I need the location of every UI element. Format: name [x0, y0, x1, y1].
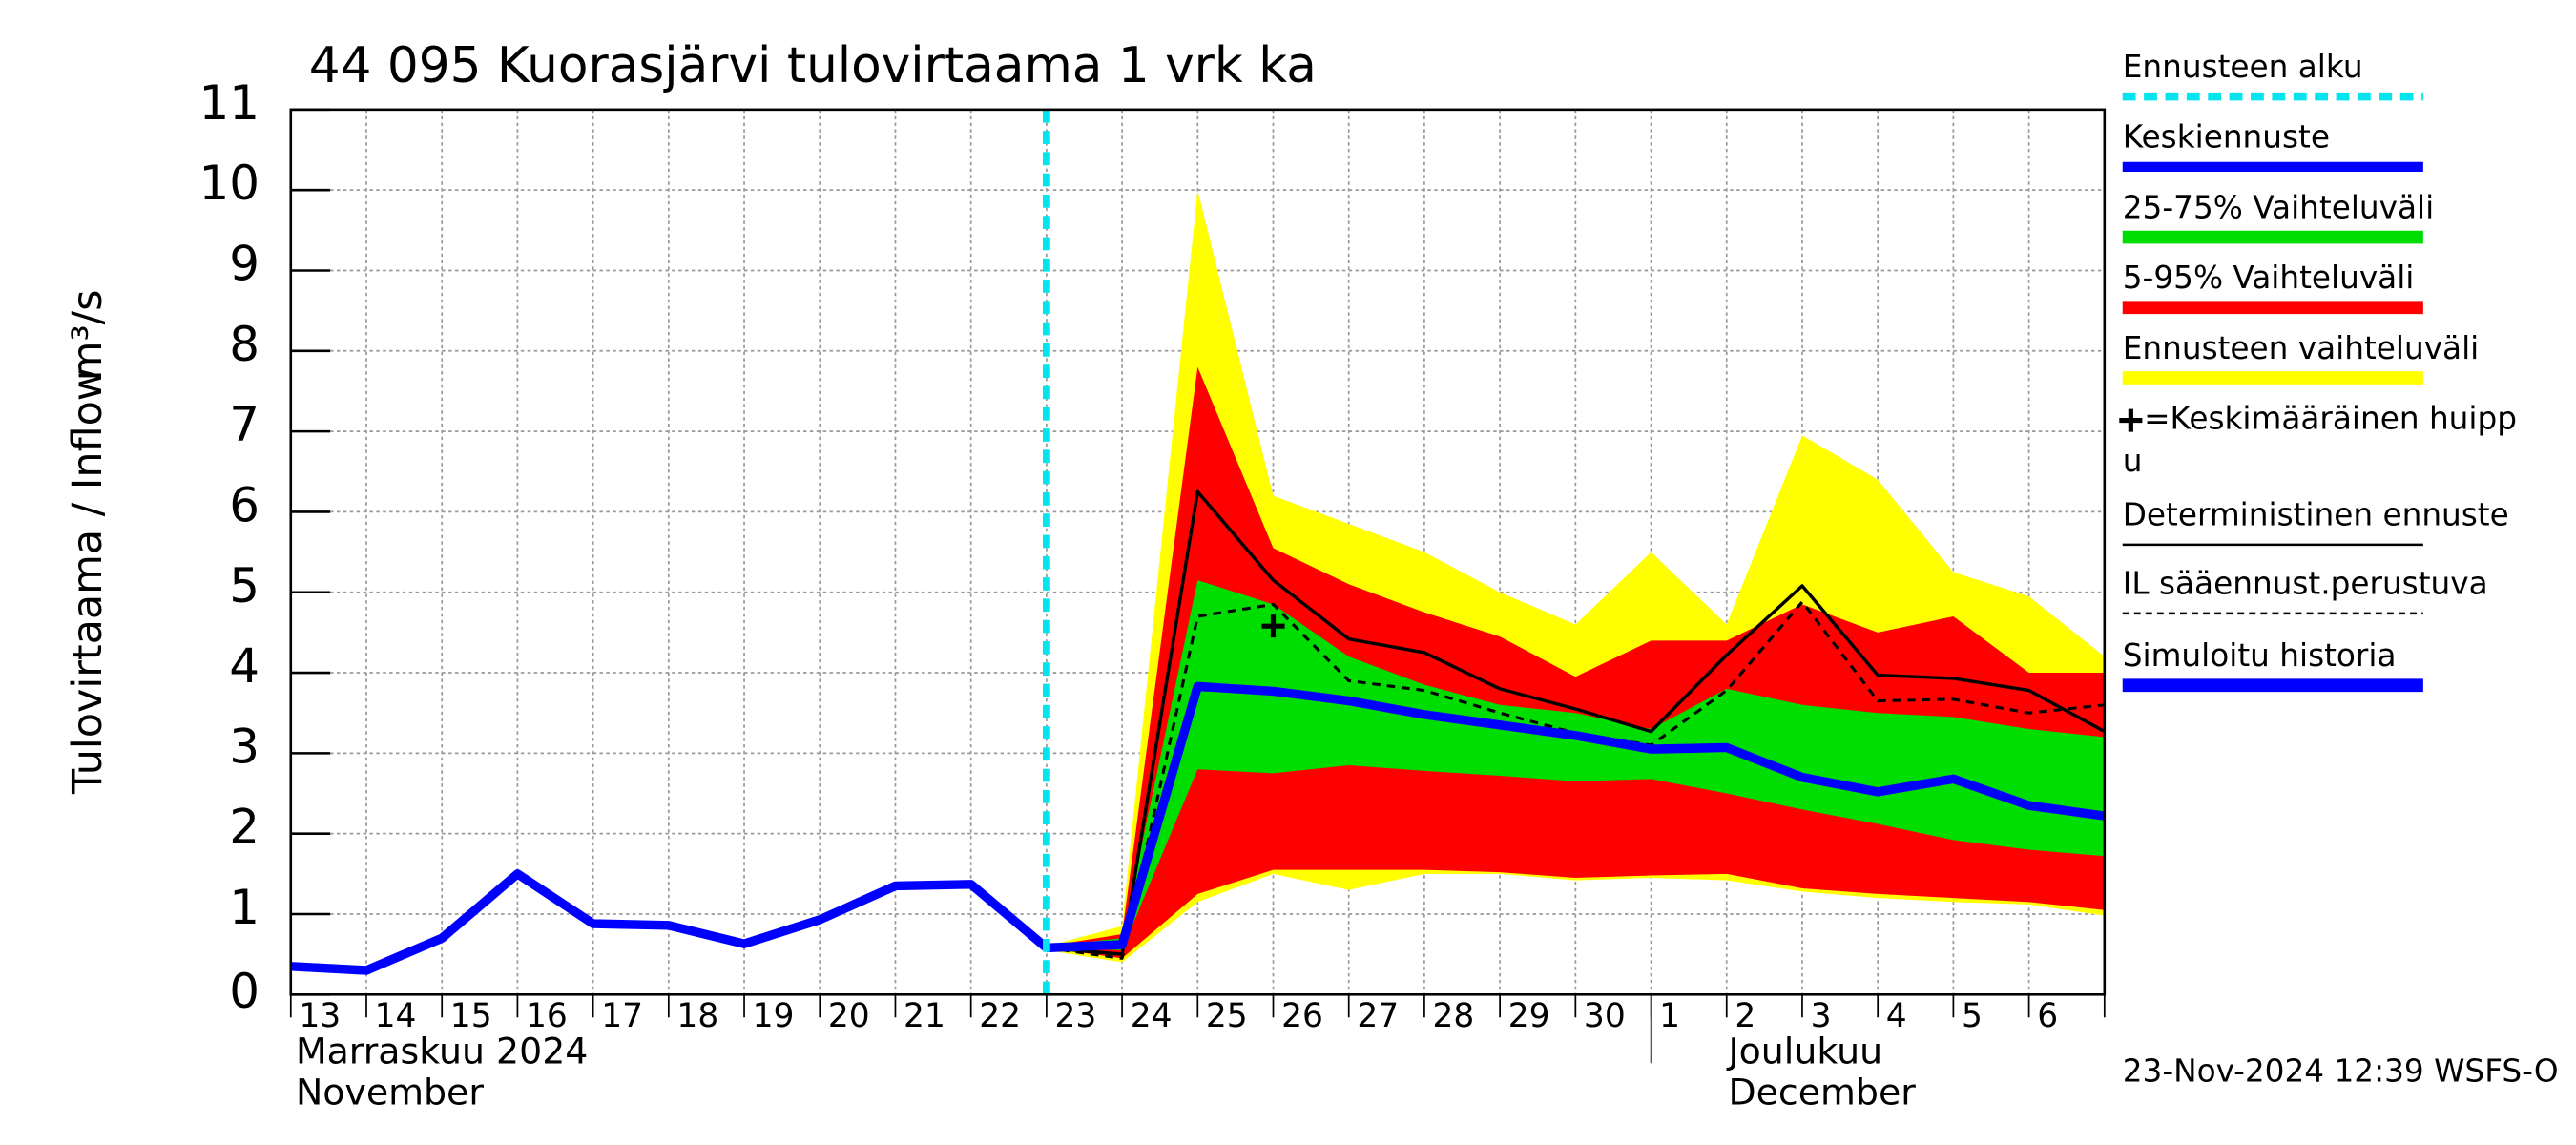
plot-frame [289, 108, 2107, 996]
x-tick-label: 15 [450, 997, 492, 1035]
x-tick-label: 5 [1962, 997, 1983, 1035]
x-tick-label: 1 [1659, 997, 1680, 1035]
legend-label: 5-95% Vaihteluväli [2123, 260, 2415, 296]
x-tick-label: 19 [753, 997, 795, 1035]
x-tick-label: 23 [1054, 997, 1096, 1035]
legend-label: Keskiennuste [2123, 119, 2330, 156]
x-tick-label: 6 [2037, 997, 2058, 1035]
x-tick-label: 20 [828, 997, 870, 1035]
x-tick-label: 25 [1206, 997, 1248, 1035]
y-tick-label: 10 [199, 156, 260, 211]
x-tick-label: 18 [676, 997, 718, 1035]
x-tick-label: 17 [601, 997, 643, 1035]
month-label: Marraskuu 2024 [296, 1030, 588, 1072]
legend-label: Simuloitu historia [2123, 637, 2397, 674]
footer: 23-Nov-2024 12:39 WSFS-O [2123, 1053, 2559, 1090]
y-axis-unit: m³/s [64, 290, 112, 382]
x-tick-label: 26 [1281, 997, 1323, 1035]
x-tick-label: 14 [375, 997, 417, 1035]
y-tick-label: 7 [229, 397, 260, 452]
x-tick-label: 29 [1508, 997, 1550, 1035]
legend-label: 25-75% Vaihteluväli [2123, 189, 2434, 225]
y-tick-label: 6 [229, 478, 260, 533]
x-tick-label: 27 [1357, 997, 1399, 1035]
y-tick-label: 5 [229, 558, 260, 614]
series-line [1046, 489, 2106, 956]
x-tick-label: 2 [1735, 997, 1755, 1035]
x-tick-label: 16 [526, 997, 568, 1035]
legend-label: Deterministinen ennuste [2123, 497, 2509, 533]
month-label: December [1728, 1071, 1916, 1113]
x-tick-label: 13 [299, 997, 341, 1035]
chart-title: 44 095 Kuorasjärvi tulovirtaama 1 vrk ka [309, 37, 1317, 94]
y-tick-label: 11 [199, 75, 260, 131]
x-tick-label: 28 [1433, 997, 1475, 1035]
month-label: November [296, 1071, 484, 1113]
legend-label: u [2123, 443, 2143, 479]
x-tick-label: 24 [1131, 997, 1173, 1035]
x-tick-label: 4 [1886, 997, 1907, 1035]
legend-label: Ennusteen alku [2123, 49, 2363, 85]
x-tick-label: 22 [979, 997, 1021, 1035]
y-tick-label: 4 [229, 638, 260, 694]
band [1046, 580, 2105, 950]
y-tick-label: 2 [229, 800, 260, 855]
legend-label: IL sääennust.perustuva [2123, 566, 2488, 602]
y-tick-label: 3 [229, 718, 260, 774]
x-tick-label: 30 [1584, 997, 1626, 1035]
y-tick-label: 1 [229, 880, 260, 935]
peak-marker [1261, 614, 1285, 638]
y-axis-label: Tulovirtaama / Inflow [64, 367, 112, 795]
y-tick-label: 8 [229, 317, 260, 372]
series-line [290, 869, 1049, 975]
x-tick-label: 3 [1811, 997, 1832, 1035]
x-tick-label: 21 [904, 997, 945, 1035]
legend-label: =Keskimääräinen huipp [2144, 401, 2517, 437]
legend-label: Ennusteen vaihteluväli [2123, 330, 2480, 366]
y-tick-label: 0 [229, 964, 260, 1019]
month-label: Joulukuu [1726, 1030, 1882, 1072]
legend-peak-symbol [2119, 408, 2143, 432]
y-tick-label: 9 [229, 237, 260, 292]
series-line [1046, 681, 2106, 953]
